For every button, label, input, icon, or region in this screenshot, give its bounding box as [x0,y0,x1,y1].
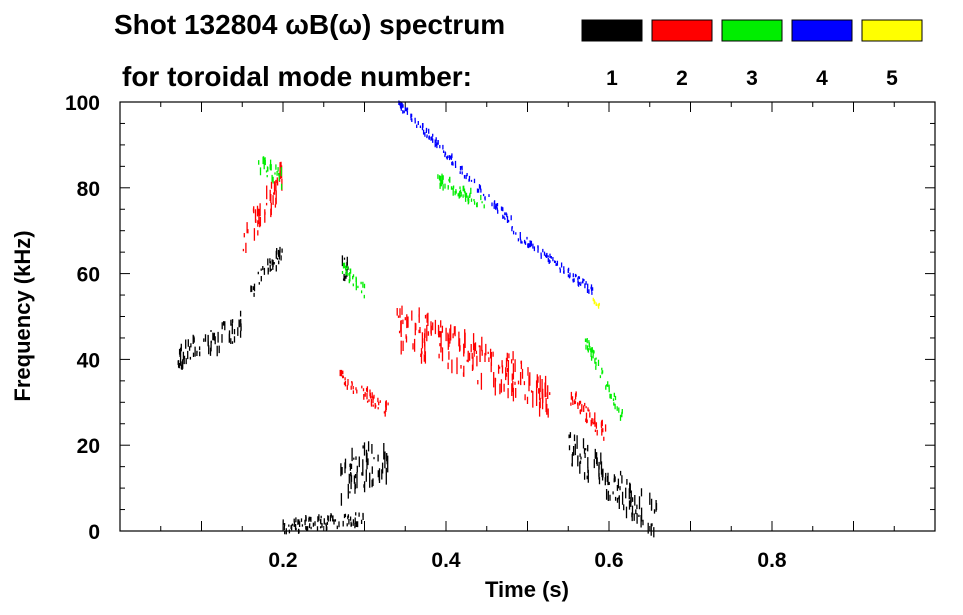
y-tick-label: 60 [77,264,100,287]
data-cluster [570,391,607,441]
series-n4 [398,100,594,295]
data-cluster [339,369,389,417]
data-cluster [340,441,389,506]
axes: 0.2 0.4 0.6 0.8 0 20 40 60 80 100 [65,92,935,572]
legend-swatch-1 [581,19,643,42]
x-tick-label: 0.8 [757,549,787,572]
y-tick-label: 0 [88,521,100,544]
data-cluster [437,173,485,209]
data-cluster [592,297,600,309]
legend: 1 2 3 4 5 [581,19,923,90]
data-cluster [396,305,551,418]
legend-swatch-5 [861,19,923,42]
x-tick-label: 0.6 [594,549,623,572]
series-n2 [242,161,607,441]
legend-label-2: 2 [676,67,688,90]
data-cluster [242,161,283,253]
y-tick-label: 80 [77,178,100,201]
y-axis-label: Frequency (kHz) [10,230,35,401]
chart-subtitle: for toroidal mode number: [122,61,472,92]
plot-area [177,100,658,538]
chart-title: Shot 132804 ωB(ω) spectrum [114,9,505,40]
data-cluster [258,156,283,190]
y-tick-label: 20 [77,435,100,458]
x-tick-label: 0.2 [268,549,297,572]
data-cluster [282,512,364,535]
series-n5 [592,297,600,309]
legend-label-5: 5 [886,67,898,90]
legend-swatch-4 [791,19,853,42]
data-cluster [250,246,283,297]
x-axis-label: Time (s) [485,577,569,602]
data-cluster [398,100,512,223]
series-n1 [177,246,658,538]
legend-label-3: 3 [746,67,758,90]
data-cluster [177,310,242,370]
y-tick-label: 40 [77,349,100,372]
data-cluster [511,226,594,295]
legend-swatch-3 [721,19,783,42]
legend-label-4: 4 [816,67,828,90]
y-tick-label: 100 [65,92,100,115]
data-cluster [568,432,658,538]
plot-frame [119,101,936,532]
x-tick-label: 0.4 [431,549,461,572]
legend-label-1: 1 [606,67,618,90]
data-cluster [584,338,623,421]
series-n3 [258,156,623,421]
data-cluster [341,262,366,299]
legend-swatch-2 [651,19,713,42]
